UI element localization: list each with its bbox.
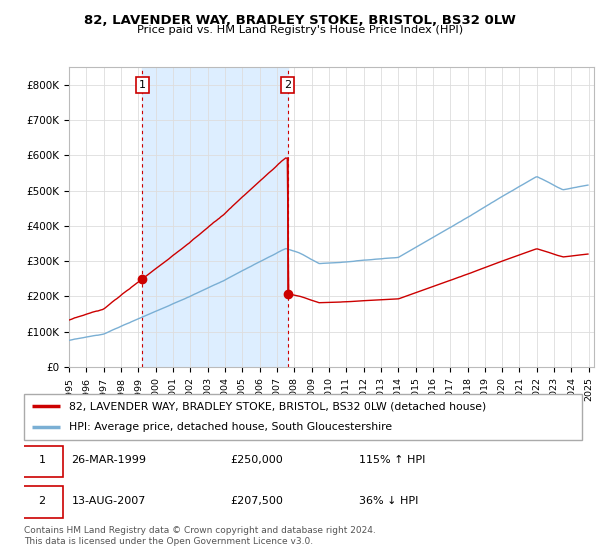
Text: 82, LAVENDER WAY, BRADLEY STOKE, BRISTOL, BS32 0LW (detached house): 82, LAVENDER WAY, BRADLEY STOKE, BRISTOL… bbox=[68, 401, 486, 411]
FancyBboxPatch shape bbox=[24, 394, 582, 440]
Bar bbox=[142, 67, 287, 367]
FancyBboxPatch shape bbox=[21, 486, 63, 518]
Text: 13-AUG-2007: 13-AUG-2007 bbox=[71, 496, 146, 506]
Text: 2: 2 bbox=[284, 80, 291, 90]
Text: 26-MAR-1999: 26-MAR-1999 bbox=[71, 455, 146, 465]
Text: 1: 1 bbox=[38, 455, 46, 465]
Text: 36% ↓ HPI: 36% ↓ HPI bbox=[359, 496, 418, 506]
Text: £250,000: £250,000 bbox=[230, 455, 283, 465]
Text: 82, LAVENDER WAY, BRADLEY STOKE, BRISTOL, BS32 0LW: 82, LAVENDER WAY, BRADLEY STOKE, BRISTOL… bbox=[84, 14, 516, 27]
Text: Price paid vs. HM Land Registry's House Price Index (HPI): Price paid vs. HM Land Registry's House … bbox=[137, 25, 463, 35]
Text: HPI: Average price, detached house, South Gloucestershire: HPI: Average price, detached house, Sout… bbox=[68, 422, 392, 432]
Text: £207,500: £207,500 bbox=[230, 496, 283, 506]
Text: 115% ↑ HPI: 115% ↑ HPI bbox=[359, 455, 425, 465]
Text: Contains HM Land Registry data © Crown copyright and database right 2024.
This d: Contains HM Land Registry data © Crown c… bbox=[24, 526, 376, 546]
Text: 2: 2 bbox=[38, 496, 46, 506]
Text: 1: 1 bbox=[139, 80, 146, 90]
FancyBboxPatch shape bbox=[21, 446, 63, 477]
